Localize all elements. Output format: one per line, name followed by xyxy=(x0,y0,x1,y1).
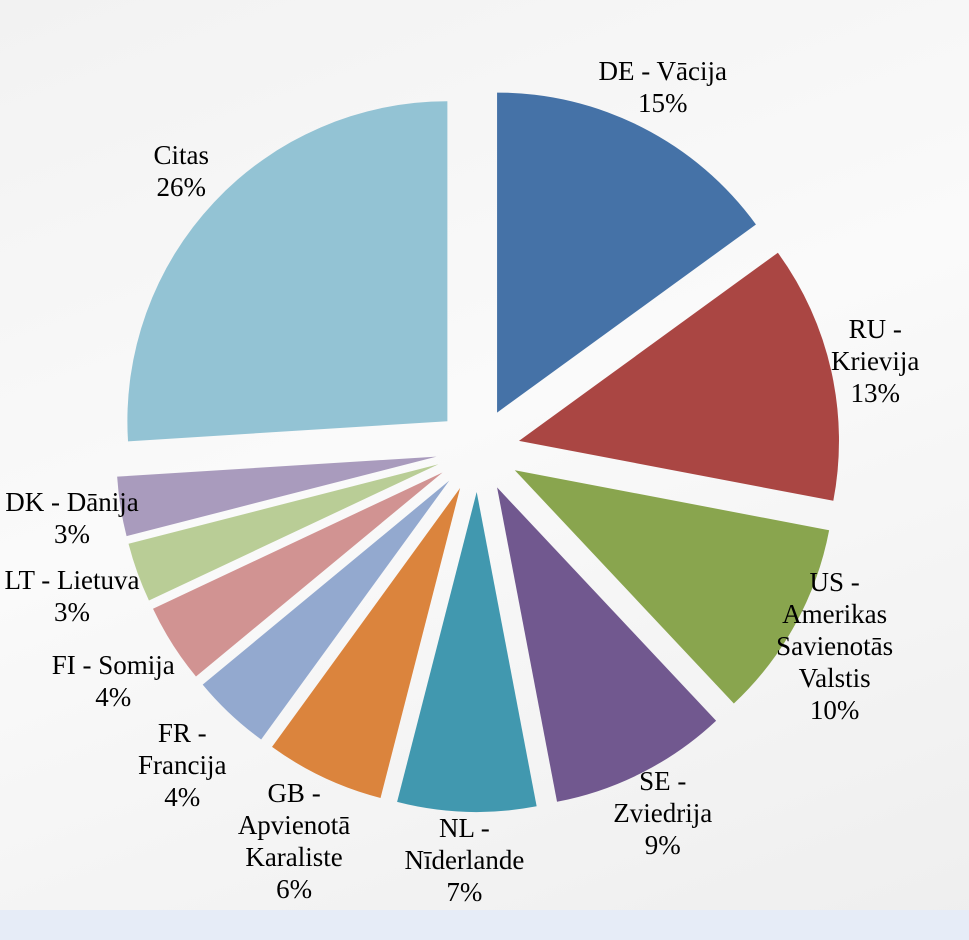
pie-slice xyxy=(127,101,448,442)
pie-slice xyxy=(397,491,537,812)
slice-label: DE - Vācija 15% xyxy=(594,55,732,119)
pie-slice xyxy=(497,92,756,413)
slice-label: FR - Francija 4% xyxy=(113,717,251,813)
value-label: 3% xyxy=(54,518,90,549)
pie-slice xyxy=(497,487,717,802)
value-label: 10% xyxy=(809,695,860,726)
category-label: FR - Francija xyxy=(138,717,227,780)
value-label: 7% xyxy=(446,877,483,907)
value-label: 26% xyxy=(156,172,207,203)
value-label: 6% xyxy=(276,873,313,904)
value-label: 13% xyxy=(850,378,900,409)
value-label: 9% xyxy=(644,829,681,860)
pie-slice xyxy=(128,464,439,601)
slice-label: DK - Dānija 3% xyxy=(3,486,141,550)
category-label: LT - Lietuva xyxy=(4,565,140,596)
category-label: DE - Vācija xyxy=(598,56,727,87)
pie-slice xyxy=(518,252,839,501)
category-label: FI - Somija xyxy=(51,650,175,681)
slice-label: FI - Somija 4% xyxy=(44,649,182,713)
pie-slice xyxy=(152,472,443,677)
value-label: 4% xyxy=(164,781,201,812)
category-label: DK - Dānija xyxy=(5,486,139,517)
pie-slice xyxy=(202,480,450,740)
slice-label: NL - Nīderlande 7% xyxy=(395,812,533,908)
pie-slice xyxy=(272,488,461,798)
category-label: NL - Nīderlande xyxy=(404,813,525,875)
slice-label: Citas 26% xyxy=(112,139,250,203)
pie-slice xyxy=(117,456,437,537)
value-label: 4% xyxy=(95,682,132,713)
category-label: SE - Zviedrija xyxy=(613,765,713,828)
slice-label: US - Amerikas Savienotās Valstis 10% xyxy=(766,566,904,726)
pie-slice xyxy=(514,470,830,704)
slice-label: GB - Apvienotā Karaliste 6% xyxy=(225,777,363,905)
slice-label: SE - Zviedrija 9% xyxy=(594,765,732,861)
slice-label: RU - Krievija 13% xyxy=(806,313,944,409)
value-label: 3% xyxy=(54,597,90,628)
category-label: RU - Krievija xyxy=(830,314,920,377)
category-label: US - Amerikas Savienotās Valstis xyxy=(776,567,894,694)
slice-label: LT - Lietuva 3% xyxy=(3,564,141,628)
category-label: GB - Apvienotā Karaliste xyxy=(237,777,351,872)
footer-strip xyxy=(0,910,969,940)
category-label: Citas xyxy=(153,140,210,171)
value-label: 15% xyxy=(638,88,688,119)
